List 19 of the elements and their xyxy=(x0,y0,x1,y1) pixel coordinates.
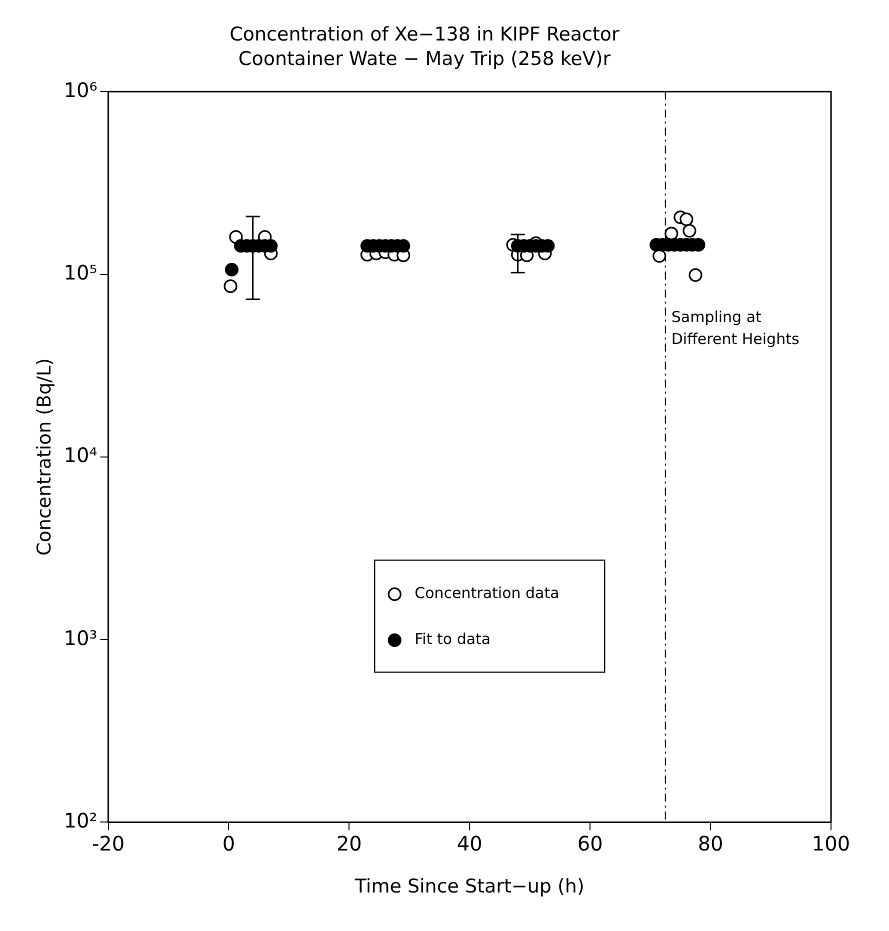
y-tick-label: 10³ xyxy=(64,626,98,650)
y-axis-title: Concentration (Bq/L) xyxy=(33,358,56,556)
y-tick-label: 10⁶ xyxy=(64,78,98,102)
chart-subtitle: Coontainer Wate − May Trip (258 keV)r xyxy=(238,48,611,70)
x-tick-label: 60 xyxy=(577,831,603,856)
x-tick-label: 80 xyxy=(698,831,724,856)
legend-label: Fit to data xyxy=(414,630,491,648)
x-axis-title: Time Since Start−up (h) xyxy=(354,876,584,898)
y-tick-label: 10⁴ xyxy=(64,443,98,468)
ref-line-label: Sampling at Different Heights xyxy=(671,308,800,348)
x-tick-label: 40 xyxy=(456,831,482,856)
chart-title: Concentration of Xe−138 in KIPF Reactor xyxy=(230,23,620,46)
x-tick-label: -20 xyxy=(92,831,125,856)
y-tick-label: 10² xyxy=(64,808,98,832)
legend-label: Concentration data xyxy=(414,584,560,602)
x-tick-label: 20 xyxy=(336,831,362,856)
x-tick-label: 0 xyxy=(222,831,236,856)
y-tick-label: 10⁵ xyxy=(64,260,98,284)
x-tick-label: 100 xyxy=(812,831,850,856)
